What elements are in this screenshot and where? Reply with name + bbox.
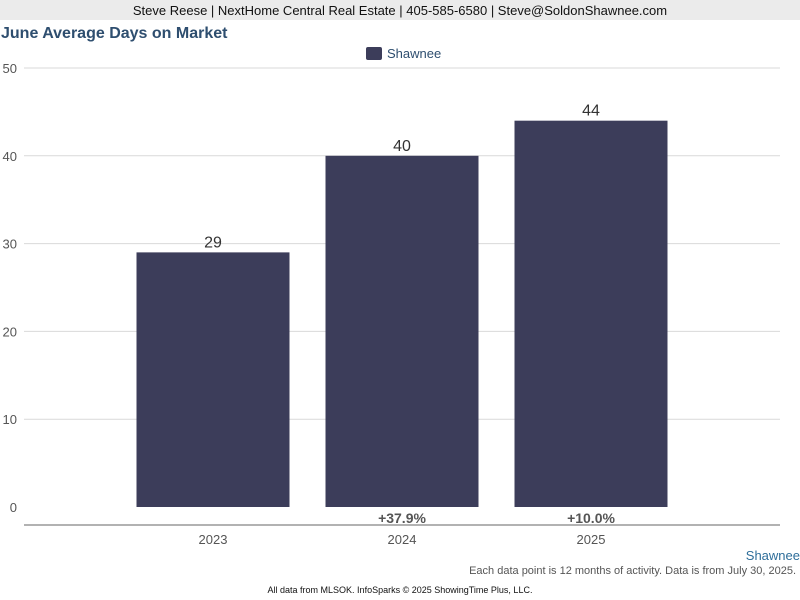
legend[interactable]: Shawnee [366,45,441,61]
bar [136,252,290,507]
chart-title: June Average Days on Market [1,25,228,42]
y-tick-label: 30 [3,237,17,252]
bar-value-label: 44 [582,103,600,120]
percent-change-label: +10.0% [567,510,615,526]
percent-change-label: +37.9% [378,510,426,526]
y-tick-label: 50 [3,61,17,76]
contact-text: Steve Reese | NextHome Central Real Esta… [132,3,668,18]
x-tick-label: 2024 [388,532,417,547]
bar-value-label: 40 [393,138,411,155]
y-tick-label: 20 [3,324,17,339]
footer-series-label: Shawnee [745,548,800,563]
y-tick-label: 40 [3,149,17,164]
contact-header: Steve Reese | NextHome Central Real Esta… [0,0,800,20]
x-tick-label: 2023 [199,532,228,547]
bar-value-label: 29 [204,234,222,251]
footer-credit: All data from MLSOK. InfoSparks © 2025 S… [267,585,533,595]
bar [325,155,479,508]
y-tick-label: 10 [3,412,17,427]
y-tick-label: 0 [10,500,17,515]
x-tick-label: 2025 [577,532,606,547]
bar [514,120,668,508]
legend-label: Shawnee [387,45,442,61]
legend-swatch [366,46,382,60]
footer-note: Each data point is 12 months of activity… [469,565,796,577]
